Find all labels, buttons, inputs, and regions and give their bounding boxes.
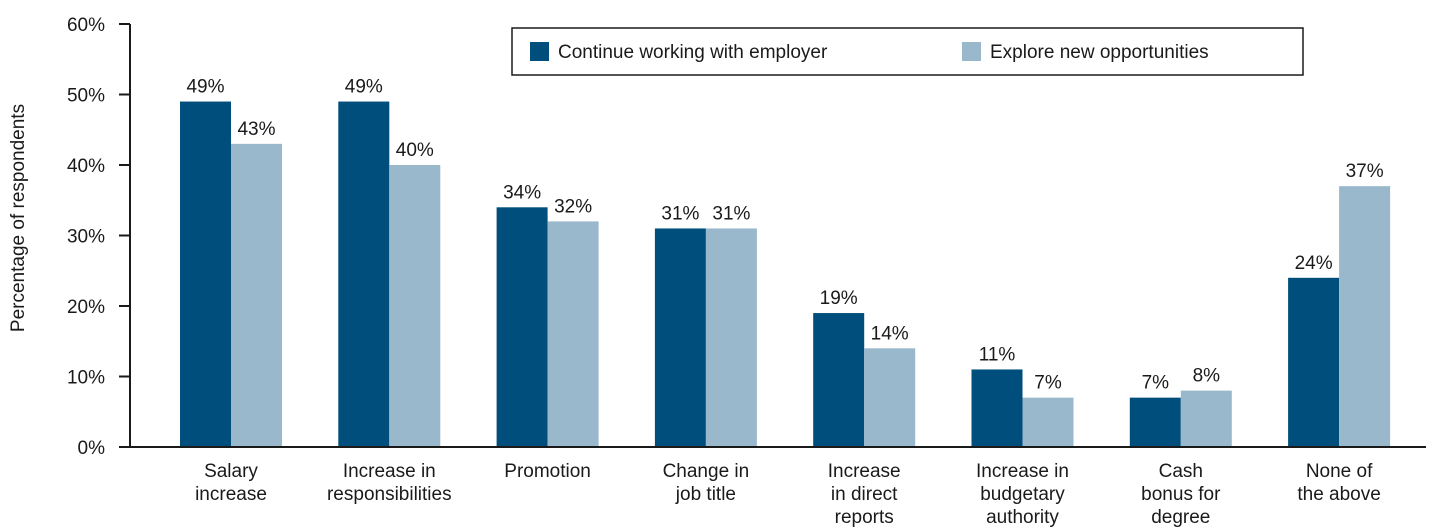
bar-value-label: 31% [661,203,699,224]
bar-value-label: 8% [1193,366,1221,387]
bar [547,221,599,447]
bar-value-label: 49% [345,77,383,98]
bar-value-label: 40% [396,140,434,161]
y-axis-ticks: 0% 10% 20% 30% 40% 50% 60% [67,15,130,459]
axes [119,24,1426,448]
category-label-line: responsibilities [327,484,452,505]
legend-swatch [530,42,549,61]
bar-value-label: 24% [1295,253,1333,274]
legend-label: Continue working with employer [558,42,828,63]
bar [1129,397,1181,447]
y-tick-label: 0% [78,438,106,459]
category-label-line: Cash [1159,461,1203,482]
y-axis-title: Percentage of respondents [8,104,29,332]
category-label-line: Increase in [976,461,1069,482]
bar-value-label: 19% [820,288,858,309]
category-label-line: Increase [828,461,901,482]
category-label-line: Change in [663,461,750,482]
y-tick-label: 40% [67,156,105,177]
bar-value-label: 7% [1142,373,1170,394]
bar [338,101,390,448]
y-tick-label: 20% [67,297,105,318]
category-label-line: reports [835,507,894,528]
y-tick-label: 30% [67,227,105,248]
bar-value-label: 43% [237,119,275,140]
category-label-line: None of [1306,461,1373,482]
bar [654,228,706,447]
bar [864,348,916,447]
bar-value-label: 7% [1034,373,1062,394]
category-label: None of the above [1297,461,1380,505]
bar-value-label: 14% [871,323,909,344]
legend-label: Explore new opportunities [990,42,1209,63]
category-label: Increase in responsibilities [327,461,452,505]
bar-value-label: 11% [979,344,1016,365]
bar-value-label: 34% [503,182,541,203]
y-tick-label: 10% [67,368,105,389]
category-label-line: increase [195,484,267,505]
category-label-line: in direct [831,484,898,505]
bar-value-label: 31% [712,203,750,224]
bar [971,369,1023,447]
bar [180,101,231,448]
legend-box [511,27,1304,76]
bar [1022,397,1074,447]
category-label: Cash bonus for degree [1141,461,1221,528]
category-label: Change in job title [663,461,750,505]
legend: Continue working with employer Explore ne… [511,27,1304,76]
y-tick-label: 60% [67,15,105,36]
legend-swatch [962,42,981,61]
category-label-line: job title [675,484,736,505]
bar [496,207,548,447]
bar [1288,277,1340,447]
category-label-line: authority [986,507,1059,528]
bar [705,228,757,447]
category-label: Salary increase [195,461,267,505]
bar [1339,186,1391,447]
category-label-line: Increase in [343,461,436,482]
bars [180,101,1391,448]
bar [231,143,282,447]
category-label-line: the above [1297,484,1380,505]
category-label-line: degree [1151,507,1210,528]
bar [1180,390,1232,447]
bar-value-label: 49% [186,77,224,98]
category-label-line: bonus for [1141,484,1221,505]
category-label-line: Salary [204,461,258,482]
category-label-line: Promotion [504,461,591,482]
data-labels: 49% 43% 49% 40% 34% 32% 31% 31% 19% 14% 11% 7% 7% 8% 2… [186,77,1383,394]
category-label: Promotion [504,461,591,482]
bar-value-label: 37% [1346,161,1384,182]
bar [813,313,865,447]
bar-value-label: 32% [554,196,592,217]
category-label: Increase in direct reports [828,461,901,528]
category-label-line: budgetary [980,484,1065,505]
y-tick-label: 50% [67,86,105,107]
bar [389,165,441,447]
category-label: Increase in budgetary authority [976,461,1069,528]
